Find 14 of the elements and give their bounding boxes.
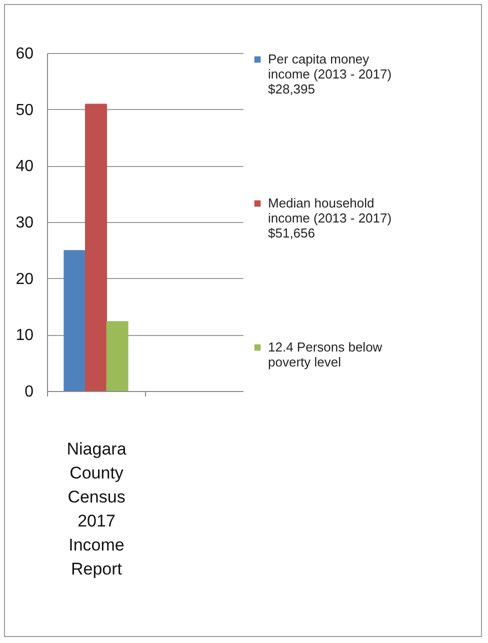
y-tick-label: 10 (16, 327, 34, 344)
legend-label: Median household income (2013 - 2017) $51,656 (268, 196, 392, 240)
legend-label: Per capita money income (2013 - 2017) $28,395 (268, 52, 392, 96)
x-tick-label: Niagara County Census 2017 Income Report (66, 440, 127, 578)
y-tick-label: 40 (16, 158, 34, 176)
legend-label: 12.4 Persons below poverty level (268, 340, 383, 370)
y-tick-label: 50 (16, 102, 34, 119)
bar (85, 104, 107, 391)
bar (64, 250, 86, 391)
y-tick-label: 30 (16, 214, 34, 232)
y-tick-label: 60 (16, 46, 34, 62)
bar (106, 321, 128, 391)
y-tick-label: 0 (24, 384, 34, 400)
y-tick-label: 20 (16, 270, 34, 288)
